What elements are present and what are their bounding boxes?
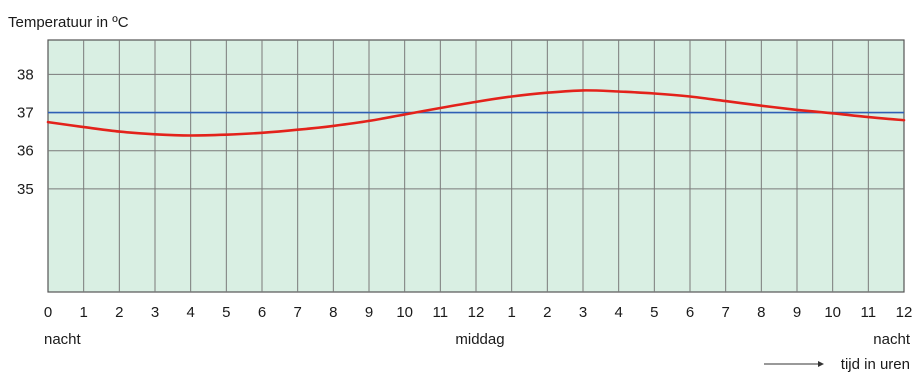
x-tick-label: 12 <box>468 304 485 321</box>
x-tick-label: 10 <box>396 304 413 321</box>
x-tick-label: 8 <box>757 304 765 321</box>
x-annotation-nacht-end: nacht <box>873 331 911 348</box>
chart-title: Temperatuur in ºC <box>8 14 129 31</box>
x-tick-label: 6 <box>686 304 694 321</box>
y-tick-label: 37 <box>17 105 34 122</box>
x-axis-arrowhead <box>818 361 824 367</box>
x-tick-label: 0 <box>44 304 52 321</box>
x-tick-label: 3 <box>579 304 587 321</box>
x-axis-ticks: 0 1 2 3 4 5 6 7 8 9 10 11 12 1 2 3 4 5 6 7 8 9 10 11 12 <box>44 304 913 321</box>
temperature-curve <box>46 89 906 137</box>
x-annotation-middag: middag <box>455 331 504 348</box>
x-tick-label: 3 <box>151 304 159 321</box>
x-tick-label: 9 <box>793 304 801 321</box>
x-tick-label: 7 <box>721 304 729 321</box>
x-tick-label: 9 <box>365 304 373 321</box>
x-tick-label: 1 <box>79 304 87 321</box>
x-tick-label: 5 <box>650 304 658 321</box>
x-tick-label: 6 <box>258 304 266 321</box>
x-tick-label: 4 <box>186 304 194 321</box>
x-tick-label: 7 <box>293 304 301 321</box>
x-tick-label: 5 <box>222 304 230 321</box>
x-tick-label: 12 <box>896 304 913 321</box>
x-tick-label: 11 <box>433 304 449 321</box>
x-tick-label: 10 <box>824 304 841 321</box>
x-axis-label: tijd in uren <box>841 356 910 373</box>
x-tick-label: 1 <box>507 304 515 321</box>
y-tick-label: 36 <box>17 143 34 160</box>
grid <box>48 40 904 292</box>
y-axis-ticks: 35 36 37 38 <box>17 66 34 198</box>
x-annotation-nacht-start: nacht <box>44 331 82 348</box>
x-tick-label: 4 <box>614 304 622 321</box>
series-layer <box>46 89 906 137</box>
y-tick-label: 35 <box>17 181 34 198</box>
x-tick-label: 2 <box>543 304 551 321</box>
x-tick-label: 2 <box>115 304 123 321</box>
x-tick-label: 11 <box>861 304 877 321</box>
y-tick-label: 38 <box>17 66 34 83</box>
x-tick-label: 8 <box>329 304 337 321</box>
